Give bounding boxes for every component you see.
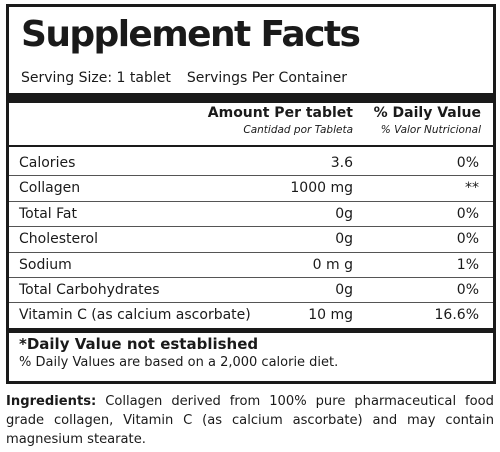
ingredients-text: Collagen derived from 100% pure pharmace… — [6, 394, 494, 447]
nutrient-row: Total Fat 0g 0% — [9, 202, 493, 228]
nutrient-amount: 0g — [335, 231, 353, 248]
nutrient-amount: 0g — [335, 281, 353, 298]
daily-value-header-spanish: % Valor Nutricional — [380, 124, 481, 136]
nutrient-name: Total Carbohydrates — [19, 281, 160, 298]
nutrient-table: Calories 3.6 0% Collagen 1000 mg ** Tota… — [9, 151, 493, 328]
amount-header: Amount Per tablet — [207, 105, 353, 121]
nutrient-name: Calories — [19, 155, 76, 171]
nutrient-daily-value: 0% — [456, 205, 479, 222]
footnote-text: % Daily Values are based on a 2,000 calo… — [19, 355, 339, 370]
ingredients-label: Ingredients: — [6, 394, 97, 409]
nutrient-amount: 0g — [335, 205, 353, 222]
serving-info: Serving Size: 1 tablet Servings Per Conta… — [21, 69, 347, 87]
nutrient-daily-value: 0% — [456, 155, 479, 171]
footnote-title: *Daily Value not established — [19, 335, 259, 353]
nutrient-daily-value: ** — [465, 180, 479, 197]
serving-size: Serving Size: 1 tablet — [21, 70, 171, 86]
nutrient-row: Cholesterol 0g 0% — [9, 227, 493, 253]
nutrient-amount: 3.6 — [330, 155, 353, 171]
nutrient-daily-value: 0% — [456, 231, 479, 248]
servings-per-container: Servings Per Container — [186, 70, 347, 86]
nutrient-name: Vitamin C (as calcium ascorbate) — [19, 307, 251, 324]
divider-thin — [9, 145, 493, 147]
nutrient-name: Total Fat — [19, 205, 77, 222]
nutrient-name: Cholesterol — [19, 231, 99, 248]
nutrient-amount: 10 mg — [308, 307, 353, 324]
ingredients-paragraph: Ingredients: Collagen derived from 100% … — [6, 392, 494, 449]
nutrient-row: Vitamin C (as calcium ascorbate) 10 mg 1… — [9, 303, 493, 327]
nutrient-name: Sodium — [19, 256, 72, 273]
nutrient-row: Calories 3.6 0% — [9, 151, 493, 177]
daily-value-header: % Daily Value — [373, 105, 481, 121]
nutrient-amount: 0 m g — [312, 256, 353, 273]
nutrient-daily-value: 16.6% — [434, 307, 479, 324]
divider-thick — [9, 93, 493, 103]
panel-title: Supplement Facts — [21, 14, 361, 55]
nutrient-row: Collagen 1000 mg ** — [9, 176, 493, 202]
nutrient-name: Collagen — [19, 180, 81, 197]
divider-thick-bottom — [9, 328, 493, 333]
amount-header-spanish: Cantidad por Tableta — [243, 124, 353, 136]
nutrient-amount: 1000 mg — [290, 180, 353, 197]
nutrient-row: Total Carbohydrates 0g 0% — [9, 278, 493, 304]
nutrient-daily-value: 1% — [456, 256, 479, 273]
nutrient-row: Sodium 0 m g 1% — [9, 253, 493, 278]
supplement-facts-panel: Supplement Facts Serving Size: 1 tablet S… — [6, 4, 496, 384]
nutrient-daily-value: 0% — [456, 281, 479, 298]
